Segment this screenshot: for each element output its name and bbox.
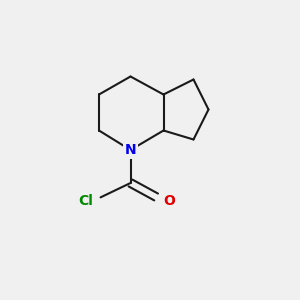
Text: Cl: Cl (78, 194, 93, 208)
Text: N: N (125, 143, 136, 157)
Text: O: O (164, 194, 175, 208)
